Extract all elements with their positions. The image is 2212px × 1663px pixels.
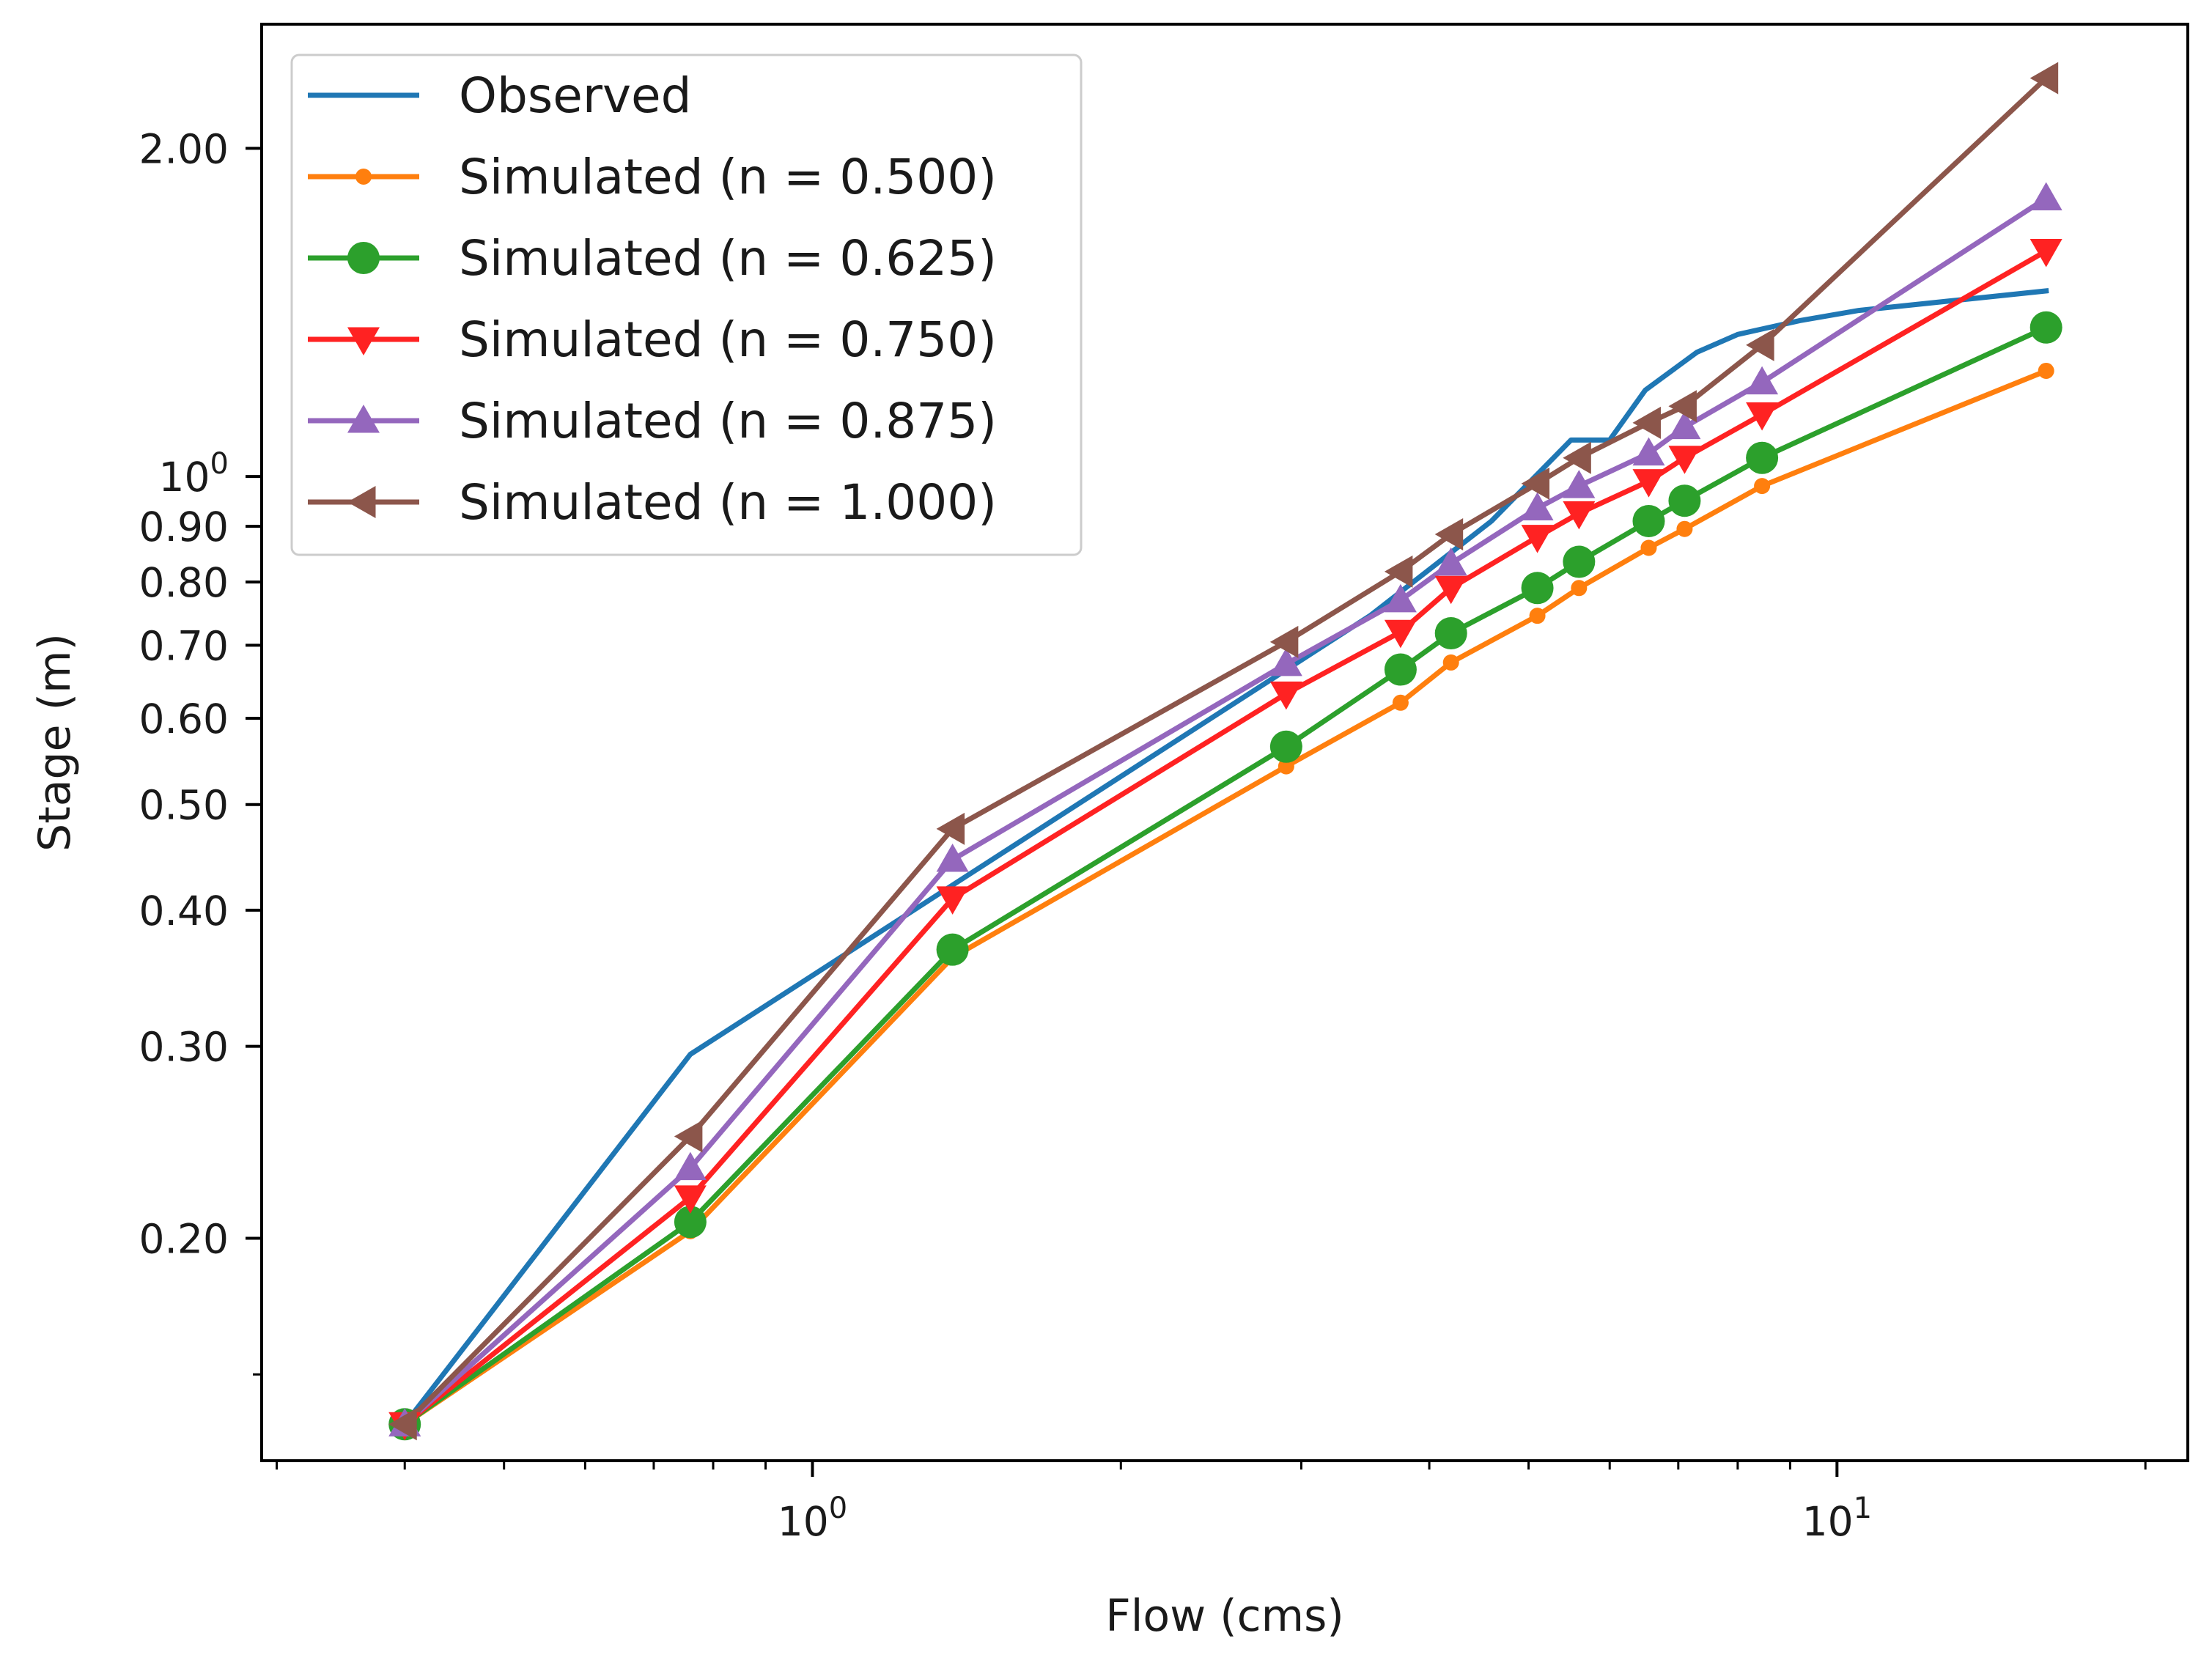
data-point-4-9 xyxy=(1668,410,1701,440)
legend-marker-3 xyxy=(347,327,380,355)
data-point-5-9 xyxy=(1668,390,1697,423)
legend-marker-5 xyxy=(347,486,376,518)
x-tick-label: 100 xyxy=(778,1491,847,1545)
series-markers xyxy=(388,62,2062,1441)
legend-marker-4 xyxy=(347,405,380,433)
data-point-2-10 xyxy=(1746,441,1779,474)
data-point-1-3 xyxy=(1278,758,1294,775)
data-point-2-6 xyxy=(1521,572,1554,605)
data-point-1-5 xyxy=(1442,654,1459,671)
y-tick-label: 0.20 xyxy=(139,1215,229,1262)
legend-marker-2 xyxy=(347,242,380,274)
legend-label-4: Simulated (n = 0.875) xyxy=(459,393,997,449)
y-tick-label: 0.80 xyxy=(139,559,229,606)
data-point-3-7 xyxy=(1563,501,1596,530)
data-point-2-1 xyxy=(674,1206,707,1239)
x-tick-label: 101 xyxy=(1802,1491,1872,1545)
y-tick-label: 0.70 xyxy=(139,622,229,669)
data-point-3-1 xyxy=(674,1185,707,1214)
data-point-1-11 xyxy=(2038,362,2054,379)
data-point-3-8 xyxy=(1632,469,1665,498)
x-axis-label: Flow (cms) xyxy=(1105,1590,1344,1642)
series-line-0 xyxy=(401,288,2049,1428)
data-point-2-5 xyxy=(1434,617,1467,650)
data-point-5-1 xyxy=(674,1120,703,1153)
data-point-5-0 xyxy=(388,1408,417,1441)
data-point-5-8 xyxy=(1632,406,1661,439)
data-point-5-4 xyxy=(1384,555,1413,588)
data-point-4-7 xyxy=(1563,470,1596,498)
y-tick-label: 0.90 xyxy=(139,504,229,550)
legend-label-1: Simulated (n = 0.500) xyxy=(459,149,997,205)
y-tick-label: 2.00 xyxy=(139,125,229,172)
series-line-1 xyxy=(401,367,2050,1428)
data-point-2-7 xyxy=(1563,545,1596,578)
data-point-3-6 xyxy=(1521,525,1554,553)
data-point-1-9 xyxy=(1676,520,1693,537)
y-axis-label: Stage (m) xyxy=(29,633,81,852)
series-line-4 xyxy=(401,194,2050,1428)
data-point-3-10 xyxy=(1746,402,1779,431)
legend-label-3: Simulated (n = 0.750) xyxy=(459,311,997,368)
data-point-4-3 xyxy=(1269,647,1302,676)
data-point-4-4 xyxy=(1384,583,1417,613)
data-point-5-5 xyxy=(1434,517,1464,550)
data-point-3-2 xyxy=(936,886,969,915)
data-point-2-9 xyxy=(1668,484,1701,517)
data-point-3-9 xyxy=(1668,446,1701,474)
series-line-5 xyxy=(401,74,2050,1428)
data-point-5-6 xyxy=(1521,467,1550,500)
legend: Observed Simulated (n = 0.500) Simulated (… xyxy=(290,54,1083,556)
data-point-2-2 xyxy=(936,933,969,966)
data-point-4-2 xyxy=(936,843,969,872)
data-point-5-11 xyxy=(2029,62,2059,95)
data-point-2-8 xyxy=(1632,504,1665,537)
data-point-2-3 xyxy=(1269,730,1302,763)
data-point-1-4 xyxy=(1392,694,1409,711)
data-point-1-10 xyxy=(1754,478,1771,495)
data-point-4-6 xyxy=(1521,492,1554,520)
data-point-2-4 xyxy=(1384,653,1417,686)
plot-frame xyxy=(260,23,2189,1462)
legend-label-5: Simulated (n = 1.000) xyxy=(459,474,997,531)
data-point-2-11 xyxy=(2029,311,2062,344)
y-tick-label: 0.40 xyxy=(139,888,229,934)
data-point-1-7 xyxy=(1571,580,1588,597)
data-point-4-11 xyxy=(2029,182,2062,210)
data-point-5-3 xyxy=(1269,625,1299,658)
y-tick-label: 100 xyxy=(159,447,229,501)
data-point-3-4 xyxy=(1384,619,1417,649)
y-tick-label: 0.30 xyxy=(139,1024,229,1071)
data-point-4-8 xyxy=(1632,437,1665,466)
data-point-4-1 xyxy=(674,1151,707,1181)
series-lines xyxy=(401,74,2050,1428)
data-point-4-5 xyxy=(1434,547,1467,576)
legend-marker-1 xyxy=(355,169,372,185)
y-tick-label: 0.60 xyxy=(139,696,229,742)
legend-label-0: Observed xyxy=(459,67,692,124)
data-point-5-7 xyxy=(1563,441,1591,474)
data-point-1-6 xyxy=(1529,608,1546,624)
legend-box xyxy=(290,54,1083,556)
data-point-4-10 xyxy=(1746,366,1779,395)
x-axis: 100 101 xyxy=(276,1461,2147,1545)
data-point-3-11 xyxy=(2029,239,2062,268)
data-point-3-5 xyxy=(1434,575,1467,605)
data-point-5-10 xyxy=(1746,328,1774,361)
data-point-3-3 xyxy=(1269,681,1302,710)
data-point-5-2 xyxy=(936,812,965,845)
y-tick-label: 0.50 xyxy=(139,782,229,829)
legend-label-2: Simulated (n = 0.625) xyxy=(459,230,997,287)
data-point-1-8 xyxy=(1640,539,1657,556)
